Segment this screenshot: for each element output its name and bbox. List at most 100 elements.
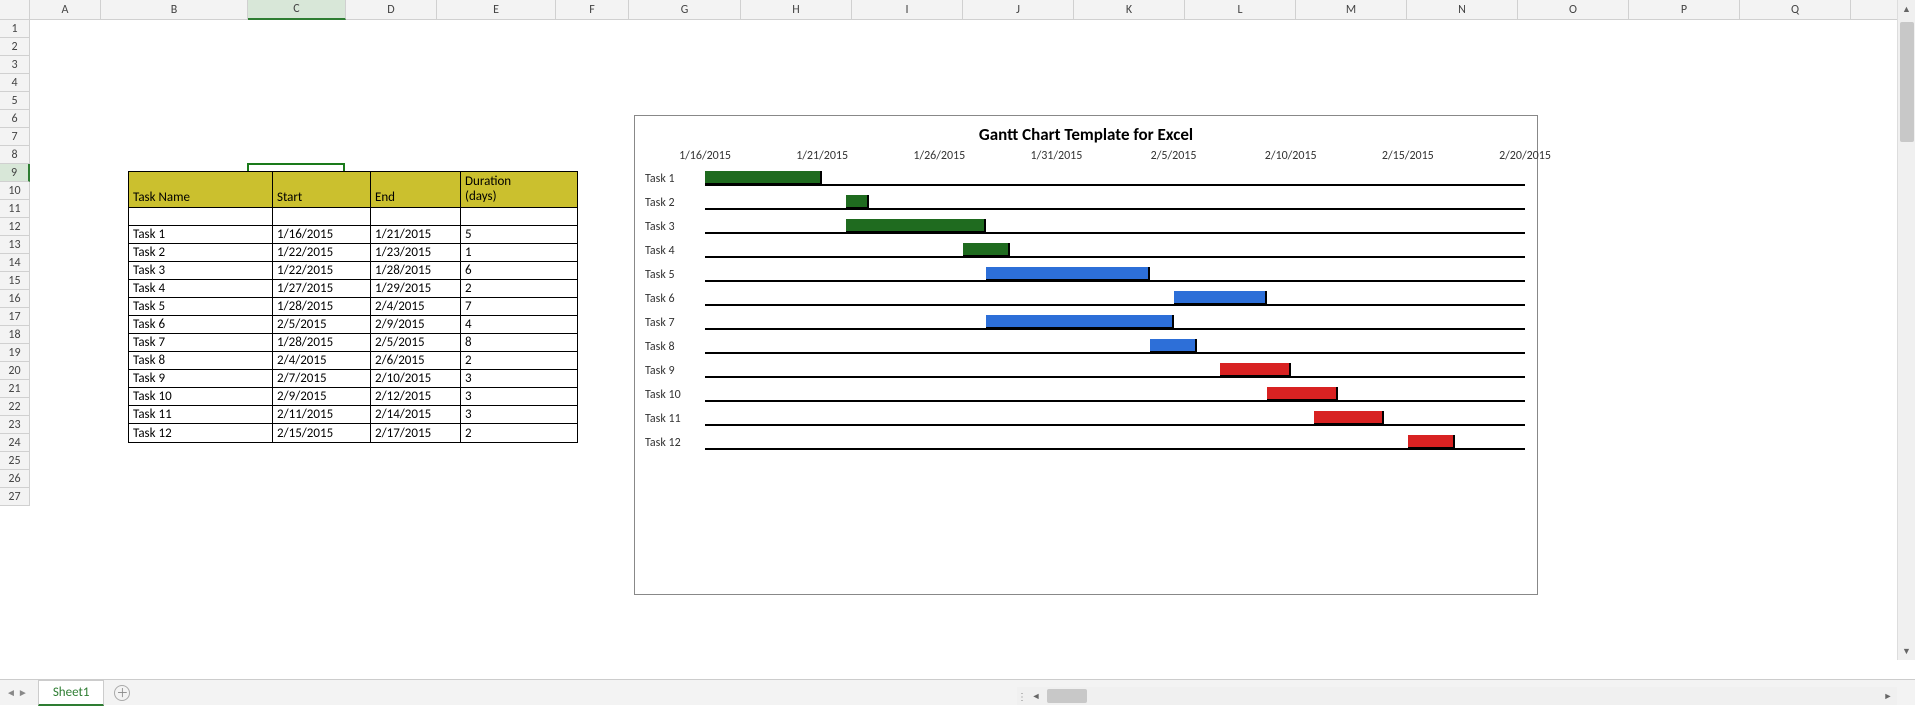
hscroll-track[interactable] (1045, 689, 1879, 703)
col-header-K[interactable]: K (1074, 0, 1185, 20)
row-header-20[interactable]: 20 (0, 362, 30, 380)
cell-name[interactable]: Task 6 (129, 316, 273, 334)
cell-end[interactable]: 2/6/2015 (371, 352, 461, 370)
cell-duration[interactable]: 8 (461, 334, 577, 352)
table-row[interactable]: Task 102/9/20152/12/20153 (129, 388, 577, 406)
cell-start[interactable]: 1/22/2015 (273, 262, 371, 280)
cell-end[interactable]: 1/29/2015 (371, 280, 461, 298)
row-header-24[interactable]: 24 (0, 434, 30, 452)
cell-name[interactable]: Task 4 (129, 280, 273, 298)
row-header-25[interactable]: 25 (0, 452, 30, 470)
col-start[interactable]: Start (273, 172, 371, 208)
cell-end[interactable]: 1/28/2015 (371, 262, 461, 280)
cell-name[interactable]: Task 3 (129, 262, 273, 280)
cell-duration[interactable]: 2 (461, 424, 577, 442)
table-row[interactable]: Task 92/7/20152/10/20153 (129, 370, 577, 388)
gantt-bar[interactable] (986, 315, 1173, 329)
col-header-D[interactable]: D (346, 0, 437, 20)
gantt-bar[interactable] (1314, 411, 1384, 425)
table-spacer-row[interactable] (129, 208, 577, 226)
row-header-15[interactable]: 15 (0, 272, 30, 290)
gantt-bar[interactable] (963, 243, 1010, 257)
row-header-10[interactable]: 10 (0, 182, 30, 200)
gantt-bar[interactable] (986, 267, 1150, 281)
cell-name[interactable]: Task 5 (129, 298, 273, 316)
cell-duration[interactable]: 7 (461, 298, 577, 316)
col-header-G[interactable]: G (629, 0, 741, 20)
cell-duration[interactable]: 5 (461, 226, 577, 244)
row-header-5[interactable]: 5 (0, 92, 30, 110)
row-header-21[interactable]: 21 (0, 380, 30, 398)
col-header-O[interactable]: O (1518, 0, 1629, 20)
row-header-11[interactable]: 11 (0, 200, 30, 218)
vscroll-thumb[interactable] (1900, 22, 1914, 142)
cell-start[interactable]: 1/27/2015 (273, 280, 371, 298)
cell-start[interactable]: 1/28/2015 (273, 298, 371, 316)
row-header-4[interactable]: 4 (0, 74, 30, 92)
row-header-14[interactable]: 14 (0, 254, 30, 272)
cell-name[interactable]: Task 11 (129, 406, 273, 424)
select-all-corner[interactable] (0, 0, 30, 20)
cell-end[interactable]: 1/23/2015 (371, 244, 461, 262)
row-header-13[interactable]: 13 (0, 236, 30, 254)
cell-name[interactable]: Task 7 (129, 334, 273, 352)
table-row[interactable]: Task 71/28/20152/5/20158 (129, 334, 577, 352)
cell-start[interactable]: 2/9/2015 (273, 388, 371, 406)
row-header-2[interactable]: 2 (0, 38, 30, 56)
add-sheet-button[interactable]: ＋ (114, 685, 130, 701)
table-row[interactable]: Task 11/16/20151/21/20155 (129, 226, 577, 244)
cell-name[interactable]: Task 2 (129, 244, 273, 262)
tab-split-handle[interactable]: ⋮ (1017, 687, 1027, 705)
horizontal-scrollbar[interactable]: ⋮ ◄ ► (1017, 687, 1897, 705)
cell-name[interactable]: Task 1 (129, 226, 273, 244)
col-header-C[interactable]: C (248, 0, 346, 20)
cell-duration[interactable]: 3 (461, 406, 577, 424)
row-header-12[interactable]: 12 (0, 218, 30, 236)
scroll-right-icon[interactable]: ► (1879, 687, 1897, 705)
table-row[interactable]: Task 51/28/20152/4/20157 (129, 298, 577, 316)
gantt-bar[interactable] (1267, 387, 1337, 401)
col-header-B[interactable]: B (101, 0, 248, 20)
cell-start[interactable]: 2/5/2015 (273, 316, 371, 334)
cell-start[interactable]: 2/11/2015 (273, 406, 371, 424)
cell-duration[interactable]: 3 (461, 370, 577, 388)
col-header-L[interactable]: L (1185, 0, 1296, 20)
col-task-name[interactable]: Task Name (129, 172, 273, 208)
cell-duration[interactable]: 2 (461, 352, 577, 370)
col-header-E[interactable]: E (437, 0, 556, 20)
table-row[interactable]: Task 62/5/20152/9/20154 (129, 316, 577, 334)
row-header-8[interactable]: 8 (0, 146, 30, 164)
cell-start[interactable]: 2/4/2015 (273, 352, 371, 370)
col-header-N[interactable]: N (1407, 0, 1518, 20)
scroll-left-icon[interactable]: ◄ (1027, 687, 1045, 705)
gantt-bar[interactable] (1150, 339, 1197, 353)
row-header-9[interactable]: 9 (0, 164, 30, 182)
col-header-F[interactable]: F (556, 0, 629, 20)
row-header-18[interactable]: 18 (0, 326, 30, 344)
cell-duration[interactable]: 1 (461, 244, 577, 262)
cell-start[interactable]: 1/16/2015 (273, 226, 371, 244)
row-header-23[interactable]: 23 (0, 416, 30, 434)
col-end[interactable]: End (371, 172, 461, 208)
row-header-6[interactable]: 6 (0, 110, 30, 128)
gantt-bar[interactable] (846, 195, 869, 209)
gantt-bar[interactable] (1408, 435, 1455, 449)
row-header-1[interactable]: 1 (0, 20, 30, 38)
scroll-down-icon[interactable]: ▼ (1898, 642, 1915, 660)
gantt-bar[interactable] (1174, 291, 1268, 305)
row-header-17[interactable]: 17 (0, 308, 30, 326)
cell-duration[interactable]: 2 (461, 280, 577, 298)
table-row[interactable]: Task 82/4/20152/6/20152 (129, 352, 577, 370)
row-header-26[interactable]: 26 (0, 470, 30, 488)
tab-nav-next-icon[interactable]: ► (18, 686, 28, 699)
cell-name[interactable]: Task 10 (129, 388, 273, 406)
scroll-up-icon[interactable]: ▲ (1898, 0, 1915, 18)
row-header-3[interactable]: 3 (0, 56, 30, 74)
cell-end[interactable]: 2/12/2015 (371, 388, 461, 406)
sheet-tab-active[interactable]: Sheet1 (38, 680, 105, 706)
table-row[interactable]: Task 122/15/20152/17/20152 (129, 424, 577, 442)
col-header-I[interactable]: I (852, 0, 963, 20)
col-header-A[interactable]: A (30, 0, 101, 20)
row-header-7[interactable]: 7 (0, 128, 30, 146)
cell-end[interactable]: 2/4/2015 (371, 298, 461, 316)
